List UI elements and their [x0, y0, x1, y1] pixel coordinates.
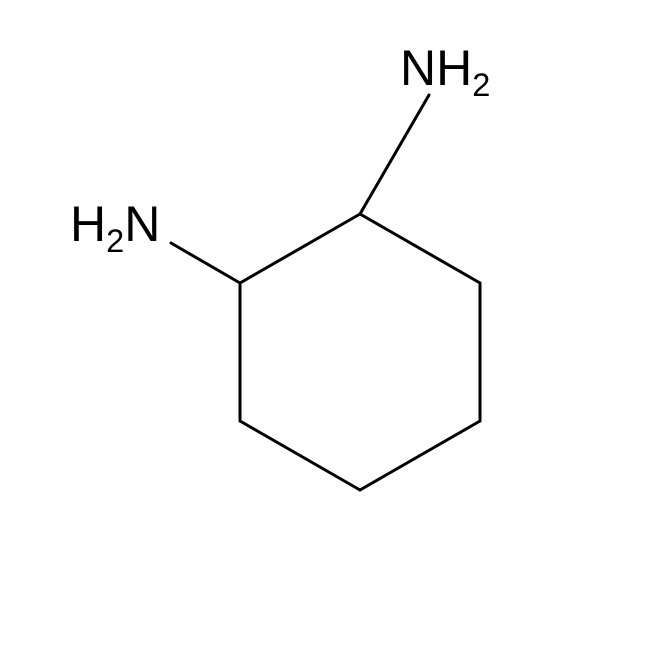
amine-label-left: H2N [70, 199, 160, 249]
amine-label-top: NH2 [400, 43, 490, 93]
bond-layer [0, 0, 650, 650]
molecule-canvas: NH2 H2N [0, 0, 650, 650]
